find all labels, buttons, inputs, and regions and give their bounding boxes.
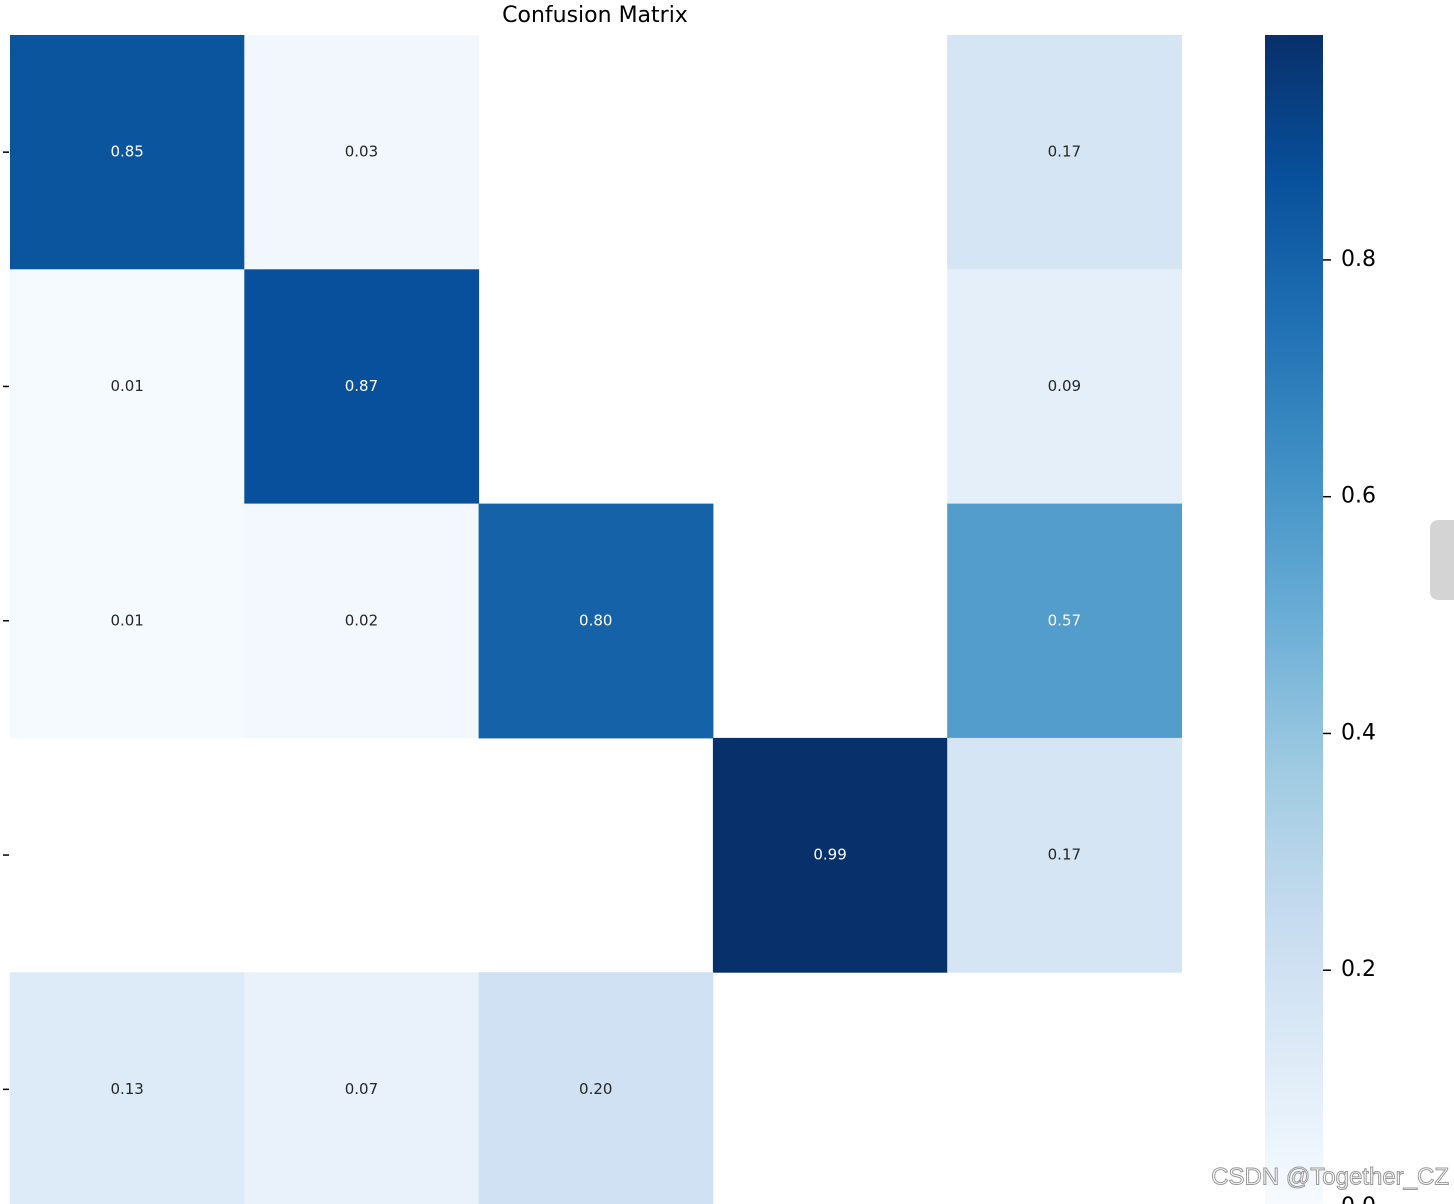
heatmap-cell xyxy=(947,503,1182,739)
cell-label: 0.01 xyxy=(110,611,143,629)
cell-label: 0.01 xyxy=(110,377,143,395)
colorbar-tick-label: 0.4 xyxy=(1341,720,1376,745)
colorbar-tick-label: 0.8 xyxy=(1341,247,1376,272)
chart-title: Confusion Matrix xyxy=(502,3,688,28)
cell-label: 0.20 xyxy=(579,1080,612,1098)
heatmap-cell xyxy=(947,269,1182,505)
colorbar-tick-label: 0.0 xyxy=(1341,1194,1376,1204)
heatmap-cell xyxy=(244,503,480,739)
cell-label: 0.02 xyxy=(345,611,378,629)
heatmap-cell xyxy=(10,503,245,739)
cell-label: 0.57 xyxy=(1048,611,1081,629)
cell-label: 0.87 xyxy=(345,377,378,395)
heatmap-cell xyxy=(10,972,245,1204)
heatmap-cell xyxy=(947,737,1182,973)
heatmap-cell xyxy=(478,972,714,1204)
cell-label: 0.99 xyxy=(813,846,846,864)
colorbar-tick-label: 0.6 xyxy=(1341,484,1376,509)
heatmap-cell xyxy=(10,269,245,505)
cell-label: 0.17 xyxy=(1048,846,1081,864)
heatmap-cell xyxy=(244,269,480,505)
cell-label: 0.13 xyxy=(110,1080,143,1098)
watermark: CSDN @Together_CZ xyxy=(1211,1163,1449,1190)
heatmap-cell xyxy=(244,972,480,1204)
cell-label: 0.17 xyxy=(1048,143,1081,161)
heatmap-cell xyxy=(947,35,1182,270)
heatmap-cell xyxy=(478,503,714,739)
cell-label: 0.09 xyxy=(1048,377,1081,395)
heatmap-cell xyxy=(712,737,948,973)
cell-label: 0.85 xyxy=(110,143,143,161)
cell-label: 0.07 xyxy=(345,1080,378,1098)
heatmap-cell xyxy=(10,35,245,270)
cell-label: 0.80 xyxy=(579,611,612,629)
side-handle[interactable] xyxy=(1430,520,1454,600)
cell-label: 0.03 xyxy=(345,143,378,161)
colorbar-tick-label: 0.2 xyxy=(1341,957,1376,982)
colorbar xyxy=(1265,35,1323,1204)
heatmap-cell xyxy=(244,35,480,270)
